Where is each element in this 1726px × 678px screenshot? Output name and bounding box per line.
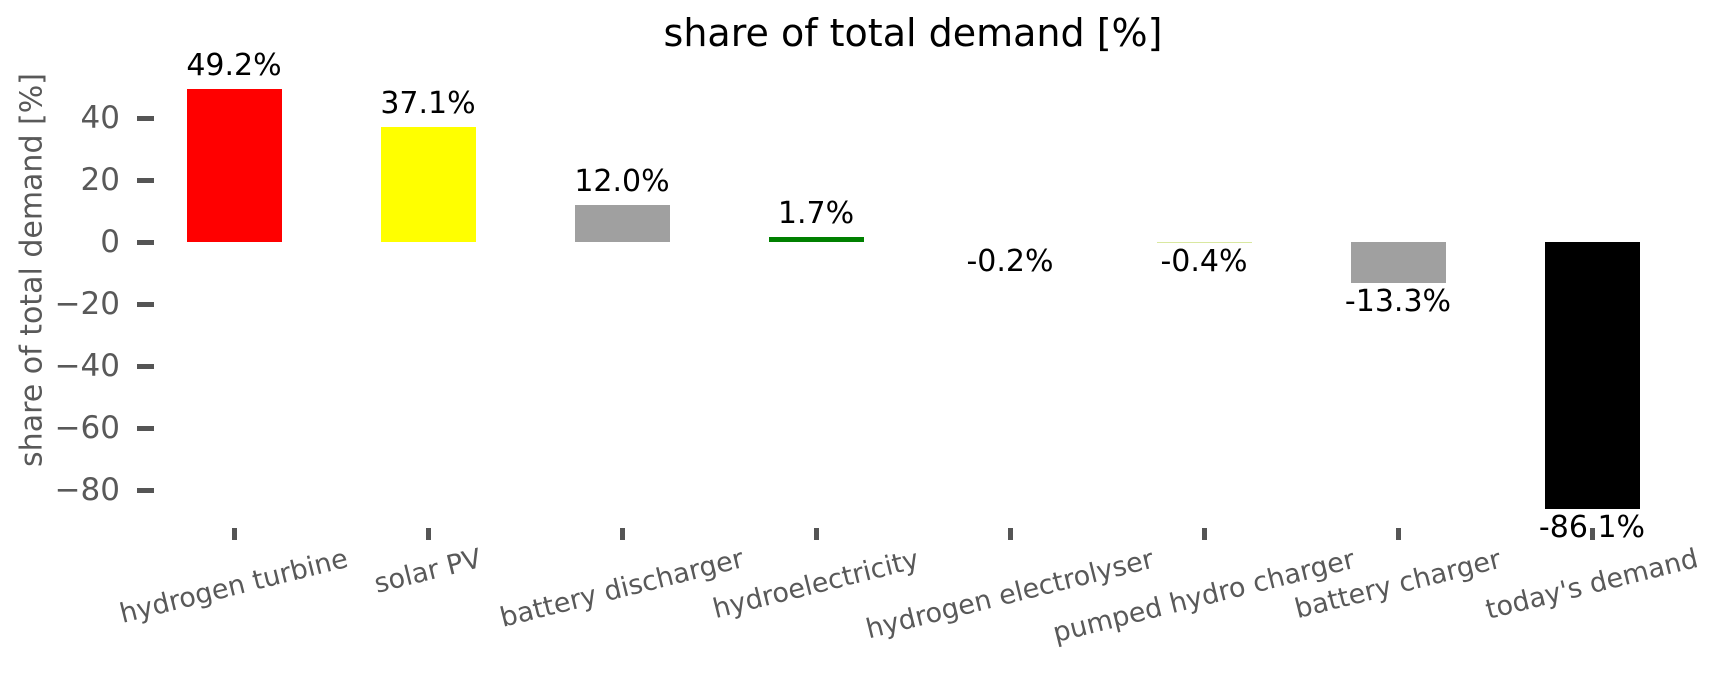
bar-today-s-demand [1544, 242, 1640, 509]
y-tick-mark [137, 240, 154, 245]
bar-hydroelectricity [768, 236, 864, 242]
x-tick-label-solar-pv: solar PV [371, 543, 485, 600]
value-label-pumped-hydro-charger: -0.4% [1160, 244, 1248, 280]
x-tick-mark [232, 528, 237, 540]
x-tick-mark [1008, 528, 1013, 540]
y-tick-label: 20 [80, 162, 120, 198]
y-tick-mark [137, 364, 154, 369]
bar-hydrogen-turbine [186, 89, 282, 242]
y-tick-mark [137, 302, 154, 307]
y-tick-label: −80 [54, 472, 120, 508]
y-tick-label: −40 [54, 348, 120, 384]
value-label-battery-charger: -13.3% [1344, 284, 1452, 320]
x-tick-mark [1202, 528, 1207, 540]
y-tick-mark [137, 426, 154, 431]
y-tick-mark [137, 178, 154, 183]
value-label-solar-pv: 37.1% [380, 85, 476, 121]
value-label-battery-discharger: 12.0% [574, 163, 670, 199]
y-tick-label: 0 [100, 224, 120, 260]
y-tick-label: 40 [80, 100, 120, 136]
x-tick-mark [620, 528, 625, 540]
value-label-hydrogen-turbine: 49.2% [186, 48, 282, 84]
bar-solar-pv [380, 126, 476, 242]
y-tick-label: −20 [54, 286, 120, 322]
y-tick-mark [137, 116, 154, 121]
value-label-hydrogen-electrolyser: -0.2% [966, 243, 1054, 279]
x-tick-mark [814, 528, 819, 540]
y-tick-label: −60 [54, 410, 120, 446]
x-tick-mark [1396, 528, 1401, 540]
y-tick-mark [137, 488, 154, 493]
x-tick-label-hydrogen-turbine: hydrogen turbine [116, 543, 352, 631]
bar-pumped-hydro-charger [1156, 242, 1252, 244]
x-tick-label-today-s-demand: today's demand [1482, 543, 1702, 627]
bar-battery-discharger [574, 204, 670, 242]
bar-battery-charger [1350, 242, 1446, 284]
value-label-hydroelectricity: 1.7% [777, 195, 855, 231]
x-tick-mark [1590, 528, 1595, 540]
x-tick-mark [426, 528, 431, 540]
x-tick-label-battery-discharger: battery discharger [496, 543, 747, 635]
chart-title: share of total demand [%] [663, 11, 1163, 55]
